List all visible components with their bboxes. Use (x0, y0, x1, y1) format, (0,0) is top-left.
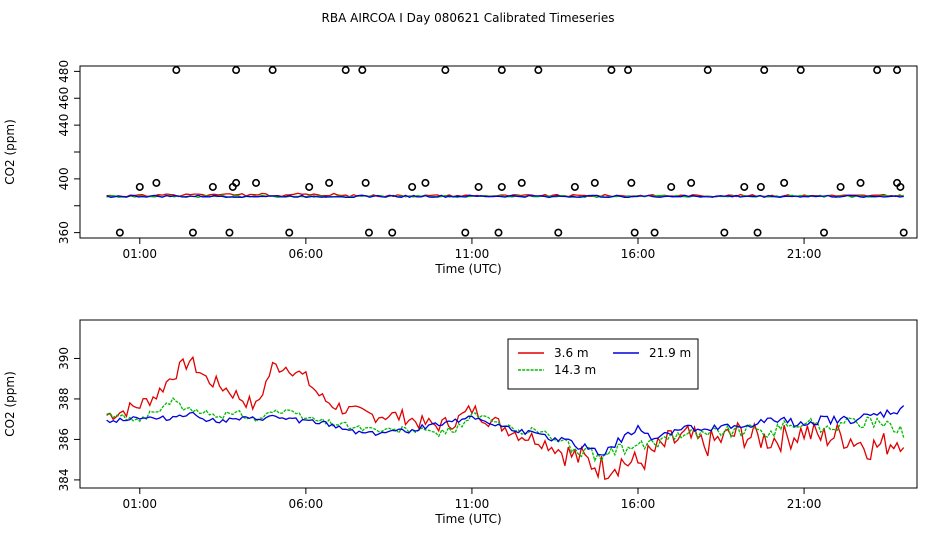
calibration-point (441, 66, 450, 75)
calibration-point (474, 182, 483, 191)
calibration-point (497, 66, 506, 75)
calibration-point (188, 228, 197, 237)
series-line-21-9-m (106, 194, 904, 199)
x-tick-label-upper: 01:00 (122, 247, 157, 261)
legend-label: 21.9 m (649, 346, 691, 360)
legend-label: 3.6 m (554, 346, 589, 360)
calibration-point (534, 66, 543, 75)
x-axis-label-lower: Time (UTC) (434, 512, 501, 526)
calibration-point (667, 182, 676, 191)
calibration-point (361, 178, 370, 187)
calibration-point (753, 228, 762, 237)
calibration-point (703, 66, 712, 75)
calibration-point (152, 178, 161, 187)
calibration-point (650, 228, 659, 237)
y-axis-label-lower: CO2 (ppm) (3, 371, 17, 437)
calibration-point (856, 178, 865, 187)
lower-panel: 01:00 06:00 11:00 16:00 21:00 Time (UTC) 384 38… (3, 319, 918, 526)
calibration-point (285, 228, 294, 237)
calibration-point (388, 228, 397, 237)
calibration-point (554, 228, 563, 237)
upper-panel: 01:00 06:00 11:00 16:00 21:00 Time (UTC) 360 40… (3, 60, 918, 276)
calibration-point (252, 178, 261, 187)
y-tick-label-lower: 388 (57, 387, 71, 410)
y-tick-label-upper: 440 (57, 114, 71, 137)
series-line-3-6-m (106, 355, 905, 481)
y-tick-label-upper: 480 (57, 60, 71, 83)
plot-frame-lower (79, 319, 918, 489)
calibration-point (873, 66, 882, 75)
calibration-point (780, 178, 789, 187)
y-tick-label-lower: 390 (57, 347, 71, 370)
y-tick-label-upper: 460 (57, 87, 71, 110)
x-tick-label-upper: 21:00 (787, 247, 822, 261)
calibration-point (305, 182, 314, 191)
x-tick-label-lower: 06:00 (289, 497, 324, 511)
x-tick-label-upper: 06:00 (289, 247, 324, 261)
calibration-point (408, 182, 417, 191)
calibration-point (494, 228, 503, 237)
calibration-point (796, 66, 805, 75)
calibration-point (225, 228, 234, 237)
calibration-point (624, 66, 633, 75)
calibration-point (497, 182, 506, 191)
calibration-point (630, 228, 639, 237)
x-tick-label-lower: 16:00 (621, 497, 656, 511)
calibration-point (819, 228, 828, 237)
calibration-point (590, 178, 599, 187)
calibration-point (232, 66, 241, 75)
calibration-point (899, 228, 908, 237)
calibration-point (325, 178, 334, 187)
x-axis-label-upper: Time (UTC) (434, 262, 501, 276)
y-tick-label-upper: 400 (57, 167, 71, 190)
calibration-point (627, 178, 636, 187)
calibration-point (268, 66, 277, 75)
calibration-point (720, 228, 729, 237)
calibration-point (607, 66, 616, 75)
calibration-point (115, 228, 124, 237)
y-tick-label-lower: 386 (57, 428, 71, 451)
calibration-point (517, 178, 526, 187)
calibration-point (740, 182, 749, 191)
calibration-point (896, 182, 905, 191)
calibration-point (760, 66, 769, 75)
x-tick-label-lower: 01:00 (122, 497, 157, 511)
page-title: RBA AIRCOA I Day 080621 Calibrated Times… (322, 11, 615, 25)
y-axis-label-upper: CO2 (ppm) (3, 119, 17, 185)
x-tick-label-upper: 16:00 (621, 247, 656, 261)
calibration-point (756, 182, 765, 191)
calibration-point (893, 66, 902, 75)
x-tick-label-upper: 11:00 (455, 247, 490, 261)
calibration-point (341, 66, 350, 75)
plot-frame-upper (79, 65, 918, 239)
calibration-point (232, 178, 241, 187)
calibration-point (172, 66, 181, 75)
x-tick-label-lower: 21:00 (787, 497, 822, 511)
legend-label: 14.3 m (554, 363, 596, 377)
calibration-point (208, 182, 217, 191)
y-tick-label-lower: 384 (57, 468, 71, 491)
calibration-point (461, 228, 470, 237)
x-tick-label-lower: 11:00 (455, 497, 490, 511)
calibration-point (421, 178, 430, 187)
y-tick-label-upper: 360 (57, 221, 71, 244)
calibration-point (570, 182, 579, 191)
calibration-point (836, 182, 845, 191)
calibration-point (135, 182, 144, 191)
legend-box (507, 338, 699, 390)
calibration-point (358, 66, 367, 75)
calibration-point (687, 178, 696, 187)
series-line-21-9-m (106, 405, 905, 456)
calibration-point (364, 228, 373, 237)
